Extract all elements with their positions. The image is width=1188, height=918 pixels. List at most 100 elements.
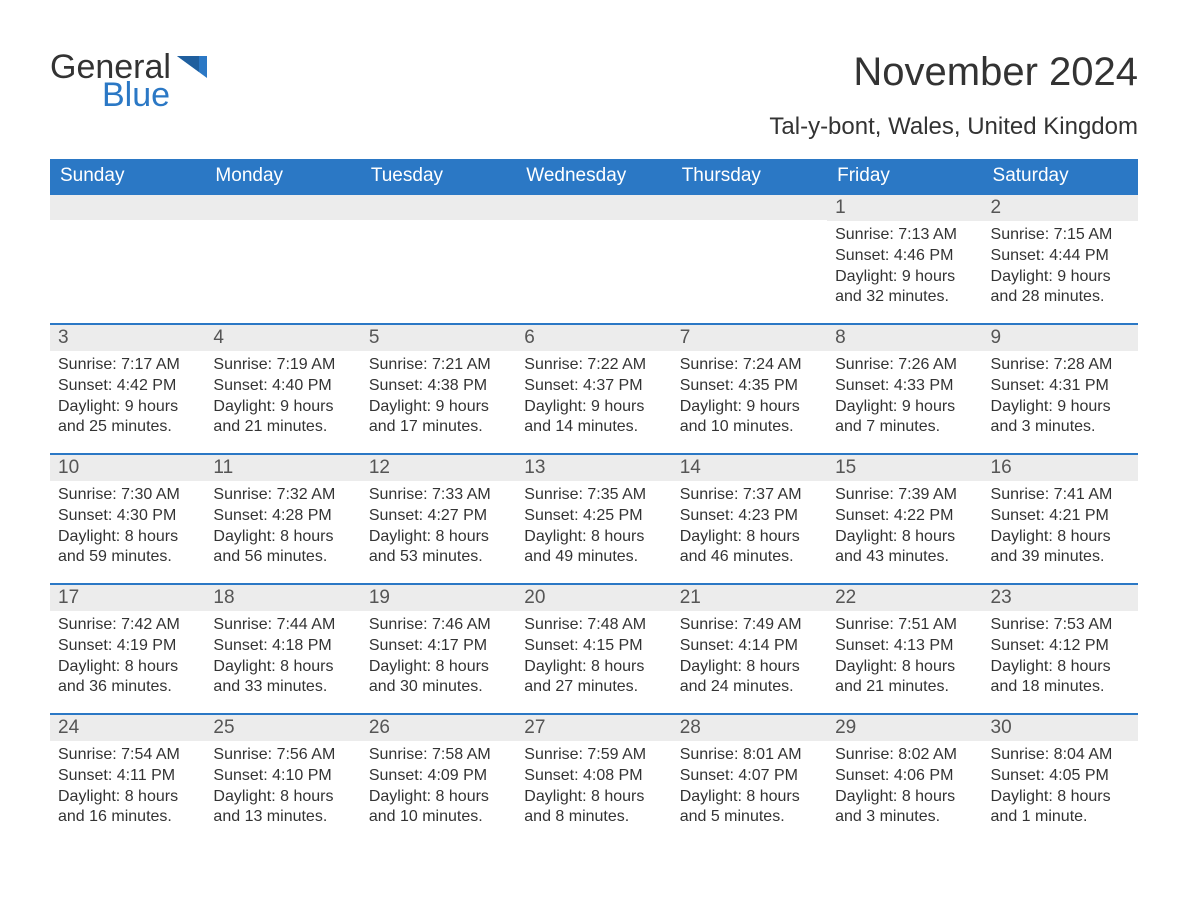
calendar-week-row: 24Sunrise: 7:54 AMSunset: 4:11 PMDayligh… (50, 713, 1138, 843)
day-number: 25 (205, 713, 360, 741)
sunrise-line: Sunrise: 7:17 AM (58, 355, 197, 376)
daylight-line: Daylight: 8 hours and 24 minutes. (680, 657, 819, 699)
calendar-cell: 21Sunrise: 7:49 AMSunset: 4:14 PMDayligh… (672, 583, 827, 713)
calendar-cell: 27Sunrise: 7:59 AMSunset: 4:08 PMDayligh… (516, 713, 671, 843)
weekday-header: Thursday (672, 159, 827, 193)
calendar-cell (672, 193, 827, 323)
empty-day-bar (361, 193, 516, 220)
day-number: 13 (516, 453, 671, 481)
daylight-line: Daylight: 8 hours and 36 minutes. (58, 657, 197, 699)
daylight-line: Daylight: 8 hours and 27 minutes. (524, 657, 663, 699)
day-details: Sunrise: 7:26 AMSunset: 4:33 PMDaylight:… (827, 351, 982, 444)
calendar-cell: 20Sunrise: 7:48 AMSunset: 4:15 PMDayligh… (516, 583, 671, 713)
sunrise-line: Sunrise: 7:26 AM (835, 355, 974, 376)
day-number: 10 (50, 453, 205, 481)
calendar-cell: 9Sunrise: 7:28 AMSunset: 4:31 PMDaylight… (983, 323, 1138, 453)
daylight-line: Daylight: 8 hours and 1 minute. (991, 787, 1130, 829)
day-number: 6 (516, 323, 671, 351)
sunrise-line: Sunrise: 7:15 AM (991, 225, 1130, 246)
sunset-line: Sunset: 4:06 PM (835, 766, 974, 787)
day-details: Sunrise: 7:33 AMSunset: 4:27 PMDaylight:… (361, 481, 516, 574)
sunrise-line: Sunrise: 7:53 AM (991, 615, 1130, 636)
day-details: Sunrise: 7:42 AMSunset: 4:19 PMDaylight:… (50, 611, 205, 704)
sunset-line: Sunset: 4:14 PM (680, 636, 819, 657)
day-details: Sunrise: 7:39 AMSunset: 4:22 PMDaylight:… (827, 481, 982, 574)
sunrise-line: Sunrise: 7:51 AM (835, 615, 974, 636)
daylight-line: Daylight: 8 hours and 39 minutes. (991, 527, 1130, 569)
sunset-line: Sunset: 4:21 PM (991, 506, 1130, 527)
day-number: 8 (827, 323, 982, 351)
day-number: 15 (827, 453, 982, 481)
daylight-line: Daylight: 8 hours and 5 minutes. (680, 787, 819, 829)
day-details: Sunrise: 7:58 AMSunset: 4:09 PMDaylight:… (361, 741, 516, 834)
sunset-line: Sunset: 4:42 PM (58, 376, 197, 397)
calendar-cell (50, 193, 205, 323)
sunset-line: Sunset: 4:40 PM (213, 376, 352, 397)
daylight-line: Daylight: 8 hours and 18 minutes. (991, 657, 1130, 699)
calendar-cell: 6Sunrise: 7:22 AMSunset: 4:37 PMDaylight… (516, 323, 671, 453)
calendar-cell: 11Sunrise: 7:32 AMSunset: 4:28 PMDayligh… (205, 453, 360, 583)
sunset-line: Sunset: 4:33 PM (835, 376, 974, 397)
daylight-line: Daylight: 8 hours and 56 minutes. (213, 527, 352, 569)
day-details: Sunrise: 7:22 AMSunset: 4:37 PMDaylight:… (516, 351, 671, 444)
calendar-week-row: 17Sunrise: 7:42 AMSunset: 4:19 PMDayligh… (50, 583, 1138, 713)
sunrise-line: Sunrise: 8:04 AM (991, 745, 1130, 766)
empty-day-bar (50, 193, 205, 220)
day-details: Sunrise: 7:35 AMSunset: 4:25 PMDaylight:… (516, 481, 671, 574)
weekday-header: Sunday (50, 159, 205, 193)
day-details: Sunrise: 7:19 AMSunset: 4:40 PMDaylight:… (205, 351, 360, 444)
calendar-cell: 30Sunrise: 8:04 AMSunset: 4:05 PMDayligh… (983, 713, 1138, 843)
day-details: Sunrise: 8:02 AMSunset: 4:06 PMDaylight:… (827, 741, 982, 834)
day-details: Sunrise: 7:30 AMSunset: 4:30 PMDaylight:… (50, 481, 205, 574)
sunrise-line: Sunrise: 7:13 AM (835, 225, 974, 246)
calendar-cell (516, 193, 671, 323)
day-details: Sunrise: 7:56 AMSunset: 4:10 PMDaylight:… (205, 741, 360, 834)
logo-flag-icon (177, 56, 207, 78)
sunrise-line: Sunrise: 7:33 AM (369, 485, 508, 506)
day-details: Sunrise: 7:44 AMSunset: 4:18 PMDaylight:… (205, 611, 360, 704)
sunrise-line: Sunrise: 8:01 AM (680, 745, 819, 766)
calendar-week-row: 1Sunrise: 7:13 AMSunset: 4:46 PMDaylight… (50, 193, 1138, 323)
sunset-line: Sunset: 4:30 PM (58, 506, 197, 527)
daylight-line: Daylight: 9 hours and 10 minutes. (680, 397, 819, 439)
location-text: Tal-y-bont, Wales, United Kingdom (769, 113, 1138, 141)
day-number: 5 (361, 323, 516, 351)
sunset-line: Sunset: 4:05 PM (991, 766, 1130, 787)
sunset-line: Sunset: 4:12 PM (991, 636, 1130, 657)
sunrise-line: Sunrise: 7:39 AM (835, 485, 974, 506)
day-details: Sunrise: 7:41 AMSunset: 4:21 PMDaylight:… (983, 481, 1138, 574)
day-number: 17 (50, 583, 205, 611)
calendar-cell: 18Sunrise: 7:44 AMSunset: 4:18 PMDayligh… (205, 583, 360, 713)
sunrise-line: Sunrise: 7:59 AM (524, 745, 663, 766)
daylight-line: Daylight: 8 hours and 8 minutes. (524, 787, 663, 829)
day-details: Sunrise: 7:15 AMSunset: 4:44 PMDaylight:… (983, 221, 1138, 314)
logo: General Blue (50, 50, 207, 112)
calendar-cell: 22Sunrise: 7:51 AMSunset: 4:13 PMDayligh… (827, 583, 982, 713)
day-details: Sunrise: 7:17 AMSunset: 4:42 PMDaylight:… (50, 351, 205, 444)
weekday-header: Wednesday (516, 159, 671, 193)
sunrise-line: Sunrise: 7:28 AM (991, 355, 1130, 376)
sunset-line: Sunset: 4:28 PM (213, 506, 352, 527)
day-details: Sunrise: 8:04 AMSunset: 4:05 PMDaylight:… (983, 741, 1138, 834)
day-number: 30 (983, 713, 1138, 741)
weekday-header: Monday (205, 159, 360, 193)
calendar-cell: 24Sunrise: 7:54 AMSunset: 4:11 PMDayligh… (50, 713, 205, 843)
daylight-line: Daylight: 8 hours and 59 minutes. (58, 527, 197, 569)
sunrise-line: Sunrise: 8:02 AM (835, 745, 974, 766)
day-details: Sunrise: 7:48 AMSunset: 4:15 PMDaylight:… (516, 611, 671, 704)
sunrise-line: Sunrise: 7:44 AM (213, 615, 352, 636)
day-number: 23 (983, 583, 1138, 611)
weekday-header: Friday (827, 159, 982, 193)
calendar-cell: 17Sunrise: 7:42 AMSunset: 4:19 PMDayligh… (50, 583, 205, 713)
daylight-line: Daylight: 8 hours and 43 minutes. (835, 527, 974, 569)
day-number: 29 (827, 713, 982, 741)
day-details: Sunrise: 7:24 AMSunset: 4:35 PMDaylight:… (672, 351, 827, 444)
calendar-cell (361, 193, 516, 323)
sunset-line: Sunset: 4:31 PM (991, 376, 1130, 397)
day-number: 20 (516, 583, 671, 611)
day-number: 11 (205, 453, 360, 481)
empty-day-bar (205, 193, 360, 220)
sunset-line: Sunset: 4:07 PM (680, 766, 819, 787)
day-number: 3 (50, 323, 205, 351)
sunrise-line: Sunrise: 7:49 AM (680, 615, 819, 636)
